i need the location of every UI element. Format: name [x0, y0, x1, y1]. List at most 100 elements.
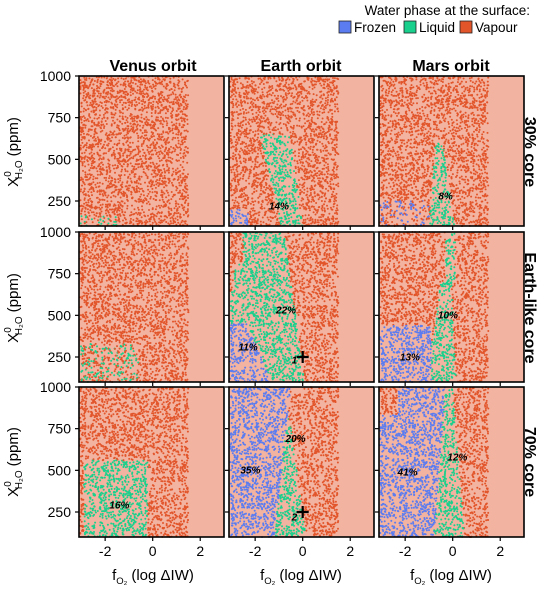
scatter-point [161, 190, 163, 192]
scatter-point [311, 110, 313, 112]
scatter-point [273, 145, 275, 147]
scatter-point [106, 204, 108, 206]
scatter-point [158, 165, 160, 167]
scatter-point [93, 140, 95, 142]
scatter-point [138, 176, 140, 178]
scatter-point [250, 156, 252, 158]
scatter-point [257, 177, 259, 179]
scatter-point [276, 160, 278, 162]
scatter-point [159, 160, 161, 162]
scatter-point [312, 101, 314, 103]
scatter-point [127, 164, 129, 166]
scatter-point [172, 137, 174, 139]
scatter-point [322, 98, 324, 100]
scatter-point [333, 139, 335, 141]
scatter-point [232, 217, 234, 219]
scatter-point [243, 204, 245, 206]
scatter-point [81, 218, 83, 220]
scatter-point [255, 181, 257, 183]
scatter-point [112, 78, 114, 80]
scatter-point [159, 83, 161, 85]
scatter-point [173, 102, 175, 104]
scatter-point [177, 137, 179, 139]
scatter-point [100, 139, 102, 141]
scatter-point [136, 104, 138, 106]
scatter-point [130, 77, 132, 79]
scatter-point [181, 120, 183, 122]
scatter-point [170, 157, 172, 159]
scatter-point [91, 218, 93, 220]
scatter-point [175, 94, 177, 96]
scatter-point [117, 77, 119, 79]
scatter-point [243, 116, 245, 118]
scatter-point [137, 213, 139, 215]
scatter-point [101, 121, 103, 123]
scatter-point [107, 93, 109, 95]
scatter-point [325, 100, 327, 102]
scatter-point [93, 89, 95, 91]
scatter-point [83, 92, 85, 94]
scatter-point [146, 131, 148, 133]
scatter-point [282, 190, 284, 192]
scatter-point [132, 124, 134, 126]
scatter-point [321, 200, 323, 202]
scatter-point [100, 216, 102, 218]
scatter-point [108, 160, 110, 162]
scatter-point [270, 145, 272, 147]
scatter-point [308, 124, 310, 126]
scatter-point [244, 222, 246, 224]
scatter-point [167, 152, 169, 154]
scatter-point [127, 121, 129, 123]
scatter-point [331, 158, 333, 160]
scatter-point [91, 163, 93, 165]
scatter-point [332, 149, 334, 151]
scatter-point [314, 195, 316, 197]
scatter-point [317, 167, 319, 169]
scatter-point [240, 95, 242, 97]
scatter-point [259, 83, 261, 85]
scatter-point [309, 209, 311, 211]
scatter-point [135, 129, 137, 131]
scatter-point [318, 136, 320, 138]
scatter-point [187, 194, 189, 196]
scatter-point [182, 113, 184, 115]
scatter-point [246, 112, 248, 114]
scatter-point [328, 152, 330, 154]
scatter-point [260, 126, 262, 128]
scatter-point [278, 100, 280, 102]
scatter-point [301, 127, 303, 129]
scatter-point [88, 139, 90, 141]
scatter-point [320, 95, 322, 97]
scatter-point [112, 120, 114, 122]
scatter-point [123, 163, 125, 165]
scatter-point [174, 150, 176, 152]
scatter-point [93, 103, 95, 105]
scatter-point [80, 134, 82, 136]
scatter-point [252, 106, 254, 108]
scatter-point [247, 147, 249, 149]
scatter-point [296, 125, 298, 127]
scatter-point [112, 165, 114, 167]
scatter-point [271, 197, 273, 199]
scatter-point [242, 84, 244, 86]
scatter-point [124, 94, 126, 96]
scatter-point [97, 136, 99, 138]
scatter-point [114, 213, 116, 215]
scatter-point [245, 131, 247, 133]
scatter-point [278, 213, 280, 215]
scatter-point [83, 145, 85, 147]
scatter-point [309, 154, 311, 156]
scatter-point [88, 130, 90, 132]
scatter-point [117, 81, 119, 83]
scatter-point [307, 112, 309, 114]
scatter-point [160, 139, 162, 141]
scatter-point [257, 97, 259, 99]
scatter-point [85, 174, 87, 176]
scatter-point [160, 123, 162, 125]
scatter-point [320, 185, 322, 187]
scatter-point [144, 105, 146, 107]
scatter-point [107, 139, 109, 141]
scatter-point [179, 170, 181, 172]
scatter-point [166, 190, 168, 192]
scatter-point [270, 109, 272, 111]
